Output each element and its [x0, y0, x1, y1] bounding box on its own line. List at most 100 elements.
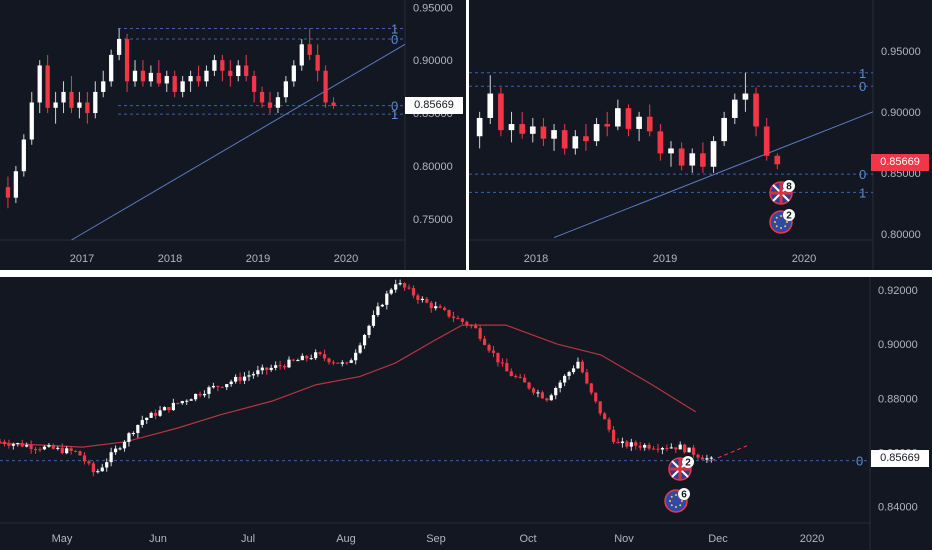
candle-body [416, 295, 420, 300]
event-badge[interactable]: 6 [664, 488, 690, 513]
candle-body [202, 393, 207, 396]
candle-body [38, 449, 42, 451]
candle-body [154, 412, 158, 416]
x-tick-label: Jun [149, 533, 167, 545]
candle-body [487, 93, 494, 118]
candle-body [69, 448, 73, 451]
flag-star [774, 221, 776, 223]
candle-body [678, 148, 685, 166]
chart-canvas-3[interactable]: 00.920000.900000.880000.860000.84000MayJ… [0, 277, 932, 550]
y-tick-label: 0.80000 [881, 229, 921, 241]
candle-body [523, 377, 527, 383]
candle-body [37, 65, 42, 103]
candle-body [498, 93, 504, 131]
candle-body [216, 385, 220, 387]
candle-body [96, 471, 100, 473]
candle-body [425, 298, 429, 303]
x-tick-label: 2019 [653, 253, 677, 265]
candle-body [604, 124, 611, 127]
candle-body [260, 367, 264, 371]
event-badge[interactable]: 2 [769, 209, 795, 234]
candle-body [109, 54, 114, 82]
chart-panel-weekly-2[interactable]: 1 0 0 1 0.95000 0.90000 0.85000 0.80000 2018 2019… [469, 0, 932, 270]
candle-body [211, 385, 216, 388]
candle-body [61, 91, 66, 103]
candle-body [385, 293, 389, 305]
candle-body [69, 91, 74, 108]
candle-body [282, 365, 287, 368]
chart-panel-weekly-1[interactable]: 1 0 0 1 0.95000 0.90000 0.85000 0.80000 0.75000 2… [0, 0, 466, 270]
candle-body [283, 81, 289, 98]
flag-star [775, 225, 778, 228]
chart-panel-daily[interactable]: 00.920000.900000.880000.860000.84000MayJ… [0, 277, 932, 550]
candle-body [136, 424, 140, 434]
candle-body [29, 444, 33, 450]
candle-body [296, 360, 300, 362]
candle-body [531, 388, 536, 393]
candle-body [16, 443, 20, 445]
candle-body [180, 401, 184, 404]
candle-body [132, 70, 138, 82]
y-tick-label: 0.92000 [878, 285, 918, 297]
candle-body [545, 398, 549, 401]
candle-body [625, 441, 629, 447]
candle-body [509, 371, 513, 377]
candle-body [402, 283, 407, 288]
candle-body [657, 131, 664, 154]
badge-count-bg [682, 456, 694, 468]
candle-body [753, 93, 759, 127]
candle-body [643, 444, 647, 448]
trendline [553, 111, 874, 239]
candle-body [118, 448, 122, 450]
candle-body [558, 382, 562, 389]
candle-body [669, 447, 673, 449]
last-price-label: 0.85669 [871, 450, 929, 467]
candle-body [267, 102, 273, 108]
candle-body [678, 444, 682, 450]
candle-body [567, 372, 571, 376]
candle-body [53, 102, 58, 108]
level-label: 0 [856, 454, 863, 469]
x-tick-label: 2017 [70, 253, 94, 265]
candle-body [476, 117, 483, 137]
level-label: 0 [859, 79, 866, 94]
candle-body [220, 60, 225, 71]
candle-body [122, 441, 127, 449]
candle-body [148, 72, 154, 82]
candle-body [85, 102, 90, 114]
chart-canvas-1[interactable]: 10010.950000.900000.850000.800000.750002… [0, 0, 466, 270]
candle-body [278, 365, 282, 367]
candle-body [189, 399, 193, 401]
flag-star [681, 500, 683, 502]
x-tick-label: Sep [426, 533, 446, 545]
candle-body [358, 345, 362, 353]
candle-body [33, 449, 38, 451]
candle-body [763, 126, 770, 156]
candle-body [207, 387, 211, 394]
candle-body [291, 359, 296, 361]
candle-body [474, 325, 478, 329]
event-badge[interactable]: 8 [769, 180, 795, 205]
candle-body [514, 376, 518, 378]
candle-body [442, 307, 447, 310]
candle-body [105, 462, 109, 468]
candle-body [774, 155, 781, 165]
candle-body [389, 289, 393, 294]
candle-body [93, 91, 98, 114]
candle-body [529, 126, 536, 134]
badge-count-bg [783, 209, 795, 221]
event-badge[interactable]: 2 [668, 456, 694, 481]
level-label: 0 [391, 99, 398, 114]
candle-body [127, 433, 131, 442]
candle-body [700, 153, 706, 167]
candle-body [629, 442, 633, 447]
badge-count: 6 [681, 490, 687, 501]
candle-body [109, 452, 113, 463]
candle-body [651, 448, 656, 450]
candle-body [275, 97, 281, 108]
candle-body [647, 444, 651, 449]
candle-body [508, 124, 515, 131]
candle-body [204, 70, 209, 82]
candle-body [376, 306, 380, 316]
